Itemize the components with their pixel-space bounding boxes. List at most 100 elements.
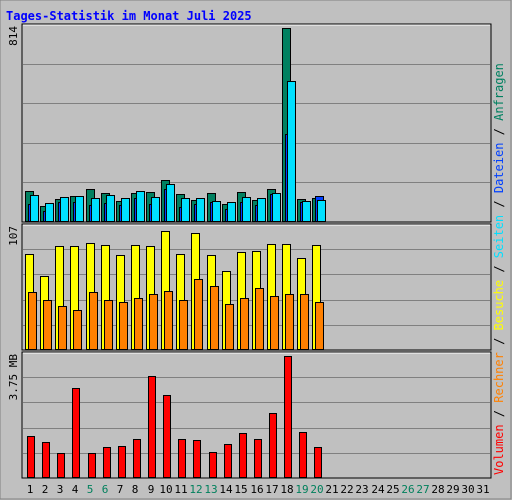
bar-seiten-day-13 <box>212 201 221 222</box>
x-axis-labels: 1 2 3 4 5 6 7 8 9 10 11 12 13 14 15 16 17 18 19 20 21 22 23 24 2… <box>27 483 490 496</box>
x-tick-label-day-4: 4 <box>72 483 79 496</box>
x-tick-label-day-21: 21 <box>325 483 338 496</box>
bar-seiten-day-12 <box>196 198 205 222</box>
series-seiten <box>30 81 326 222</box>
bar-rechner-day-19 <box>300 294 309 350</box>
panel-max-label: 814 <box>7 26 20 46</box>
panel-3: 3.75 MB <box>7 351 492 479</box>
bar-seiten-day-19 <box>302 201 311 222</box>
bar-rechner-day-8 <box>134 298 143 350</box>
bar-seiten-day-4 <box>75 196 84 222</box>
bar-seiten-day-16 <box>257 198 266 222</box>
bar-seiten-day-2 <box>45 203 54 222</box>
x-tick-label-day-10: 10 <box>159 483 172 496</box>
bar-volumen-day-13 <box>209 452 217 478</box>
bar-rechner-day-4 <box>73 310 82 350</box>
x-tick-label-day-23: 23 <box>355 483 368 496</box>
x-tick-label-day-15: 15 <box>234 483 247 496</box>
bar-rechner-day-17 <box>270 296 279 350</box>
bar-volumen-day-7 <box>118 446 126 478</box>
bar-rechner-day-15 <box>240 298 249 350</box>
bar-rechner-day-2 <box>43 300 52 350</box>
x-tick-label-day-8: 8 <box>132 483 139 496</box>
legend-item: Besuche <box>492 280 506 331</box>
x-tick-label-day-13: 13 <box>204 483 217 496</box>
bar-volumen-day-5 <box>88 453 96 478</box>
x-tick-label-day-20: 20 <box>310 483 323 496</box>
bar-seiten-day-14 <box>227 202 236 222</box>
x-tick-label-day-26: 26 <box>401 483 414 496</box>
x-tick-label-day-29: 29 <box>446 483 459 496</box>
x-tick-label-day-5: 5 <box>87 483 94 496</box>
x-tick-label-day-11: 11 <box>174 483 187 496</box>
bar-rechner-day-5 <box>89 292 98 350</box>
bar-seiten-day-9 <box>151 197 160 222</box>
bar-volumen-day-8 <box>133 439 141 478</box>
x-tick-label-day-2: 2 <box>42 483 49 496</box>
panel-max-label: 107 <box>7 226 20 246</box>
bar-volumen-day-14 <box>224 444 232 478</box>
x-tick-label-day-25: 25 <box>386 483 399 496</box>
x-tick-label-day-31: 31 <box>476 483 489 496</box>
bar-volumen-day-12 <box>193 440 201 478</box>
bar-rechner-day-11 <box>179 300 188 350</box>
x-tick-label-day-16: 16 <box>250 483 263 496</box>
legend-item: / <box>492 258 506 280</box>
legend-item: / <box>492 330 506 352</box>
bar-volumen-day-16 <box>254 439 262 478</box>
bar-seiten-day-5 <box>91 198 100 222</box>
legend-item: Volumen <box>492 424 506 475</box>
bar-volumen-day-11 <box>178 439 186 478</box>
x-tick-label-day-28: 28 <box>431 483 444 496</box>
legend-item: Seiten <box>492 215 506 258</box>
chart-title: Tages-Statistik im Monat Juli 2025 <box>6 9 252 23</box>
bar-seiten-day-3 <box>60 197 69 222</box>
chart-legend: Volumen / Rechner / Besuche / Seiten / D… <box>492 63 506 475</box>
bar-rechner-day-12 <box>194 279 203 350</box>
bar-seiten-day-20 <box>317 200 326 222</box>
bar-rechner-day-20 <box>315 302 324 350</box>
x-tick-label-day-3: 3 <box>57 483 64 496</box>
bar-volumen-day-10 <box>163 395 171 478</box>
panel-plot-area <box>21 23 492 223</box>
legend-item: / <box>492 193 506 215</box>
bar-volumen-day-9 <box>148 376 156 478</box>
x-tick-label-day-6: 6 <box>102 483 109 496</box>
series-volumen <box>27 356 322 478</box>
bar-volumen-day-19 <box>299 432 307 478</box>
bar-seiten-day-8 <box>136 191 145 222</box>
legend-item: / <box>492 121 506 143</box>
bar-volumen-day-18 <box>284 356 292 478</box>
panel-2: 107 <box>7 223 492 351</box>
bar-rechner-day-7 <box>119 302 128 350</box>
x-tick-label-day-17: 17 <box>265 483 278 496</box>
bar-seiten-day-11 <box>181 198 190 222</box>
bar-seiten-day-7 <box>121 198 130 222</box>
bar-rechner-day-9 <box>149 294 158 350</box>
x-tick-label-day-12: 12 <box>189 483 202 496</box>
bar-seiten-day-10 <box>166 184 175 222</box>
x-tick-label-day-18: 18 <box>280 483 293 496</box>
bar-seiten-day-6 <box>106 195 115 222</box>
bar-volumen-day-15 <box>239 433 247 478</box>
bar-volumen-day-4 <box>72 388 80 478</box>
panel-1: 814 <box>7 23 492 223</box>
bar-volumen-day-3 <box>57 453 65 478</box>
bar-volumen-day-1 <box>27 436 35 478</box>
legend-item: Dateien <box>492 143 506 194</box>
series-rechner <box>28 279 324 350</box>
bar-volumen-day-6 <box>103 447 111 478</box>
bar-seiten-day-1 <box>30 195 39 222</box>
bar-volumen-day-20 <box>314 447 322 478</box>
x-tick-label-day-1: 1 <box>27 483 34 496</box>
bar-rechner-day-18 <box>285 294 294 350</box>
panel-max-label: 3.75 MB <box>7 354 20 401</box>
bar-seiten-day-17 <box>272 193 281 222</box>
bar-volumen-day-2 <box>42 442 50 478</box>
bar-rechner-day-3 <box>58 306 67 350</box>
bar-rechner-day-6 <box>104 300 113 350</box>
x-tick-label-day-14: 14 <box>219 483 233 496</box>
bar-rechner-day-1 <box>28 292 37 350</box>
